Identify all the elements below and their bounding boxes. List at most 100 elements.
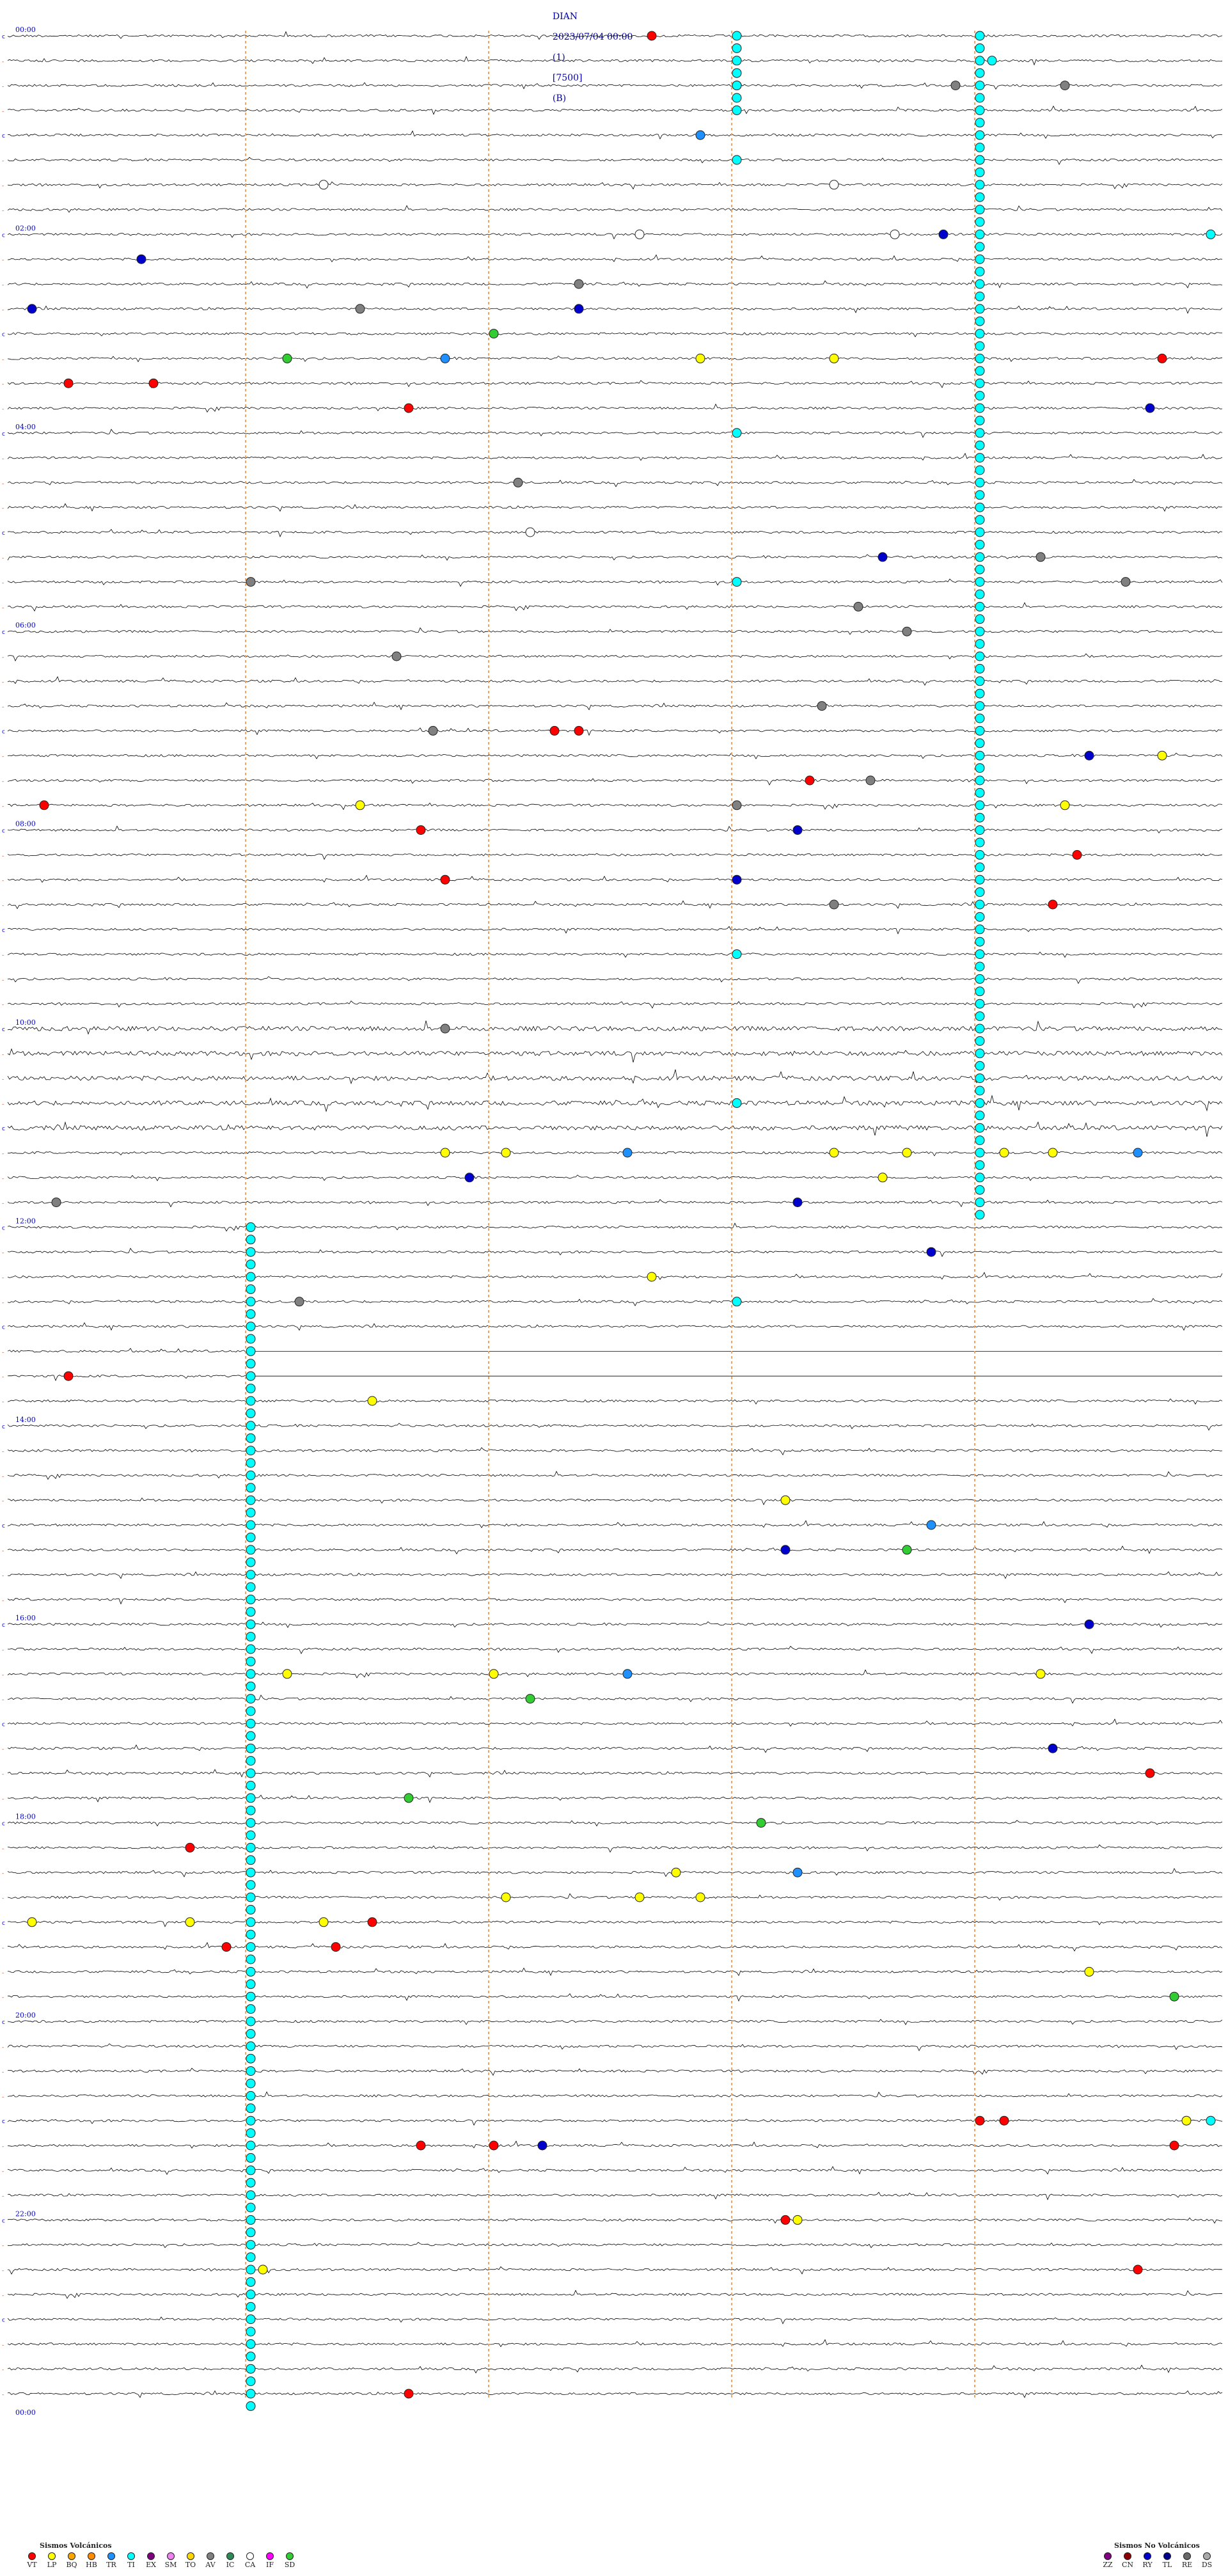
event-marker-ti (732, 577, 742, 587)
event-marker-ti (975, 1123, 985, 1133)
seismic-trace (7, 2119, 1223, 2126)
event-marker-lp (282, 1669, 292, 1679)
event-marker-ti (246, 1818, 256, 1828)
event-marker-ti (246, 2128, 256, 2138)
seismic-trace (7, 976, 1223, 984)
event-marker-av (1060, 81, 1070, 91)
trace-tick: - (2, 1176, 4, 1182)
trace-tick: c (2, 1523, 5, 1529)
event-marker-lp (829, 1148, 839, 1158)
seismic-trace (7, 1423, 1223, 1431)
event-marker-ti (975, 205, 985, 215)
event-marker-vt (574, 725, 584, 736)
event-marker-ti (975, 366, 985, 376)
event-marker-lp (367, 1396, 377, 1406)
event-marker-ca (634, 229, 645, 239)
trace-tick: - (2, 778, 4, 785)
event-marker-lp (647, 1272, 657, 1282)
trace-tick: - (2, 2044, 4, 2051)
seismic-trace (7, 1920, 1223, 1927)
event-marker-ti (246, 1768, 256, 1778)
event-marker-ti (975, 949, 985, 960)
event-marker-ry (574, 304, 584, 314)
event-marker-ry (938, 229, 949, 239)
event-marker-ti (975, 1098, 985, 1108)
seismic-trace (7, 1199, 1223, 1208)
time-markers (245, 31, 975, 2399)
seismic-trace (7, 1348, 1222, 1353)
seismic-trace (7, 205, 1223, 213)
seismic-trace (7, 2192, 1223, 2201)
event-marker-lp (1181, 2115, 1192, 2126)
legend-item-ti: TI (118, 2552, 144, 2569)
event-marker-ti (975, 1036, 985, 1046)
legend-item-sm: SM (158, 2552, 184, 2569)
event-marker-ti (975, 279, 985, 289)
event-marker-ti (975, 68, 985, 78)
legend-code: RY (1142, 2561, 1153, 2569)
legend-nonvolcanic-title: Sismos No Volcánicos (1114, 2541, 1200, 2550)
time-label: 02:00 (15, 224, 36, 232)
event-marker-ti (975, 56, 985, 66)
seismic-trace (7, 1497, 1223, 1506)
legend-code: SM (164, 2561, 177, 2569)
trace-tick: - (2, 2392, 4, 2398)
trace-tick: - (2, 2342, 4, 2348)
event-marker-ti (246, 2252, 256, 2263)
trace-tick: - (2, 2069, 4, 2076)
trace-tick: c (2, 1225, 5, 1231)
helicorder-plot: c - - - c - - - c - - - c - - - c - - - c - - - c - - - c - - - c - - - c - - -… (2, 26, 1223, 2417)
event-marker-ti (975, 403, 985, 413)
seismic-trace (7, 653, 1223, 661)
trace-tick: - (2, 1201, 4, 1207)
event-marker-vt (1048, 899, 1058, 910)
event-marker-ti (246, 1607, 256, 1617)
trace-tick: - (2, 1250, 4, 1256)
event-marker-ti (246, 1297, 256, 1307)
event-marker-ti (732, 81, 742, 91)
event-marker-ti (975, 1073, 985, 1084)
legend-code: TL (1162, 2561, 1172, 2569)
seismic-trace (7, 2217, 1223, 2224)
event-marker-ti (246, 1446, 256, 1456)
time-label: 20:00 (15, 2011, 36, 2019)
event-marker-ti (246, 1570, 256, 1580)
trace-tick: - (2, 59, 4, 65)
legend-code: IC (226, 2561, 235, 2569)
legend-dot (1104, 2552, 1112, 2560)
event-marker-sd (902, 1545, 912, 1555)
trace-tick: - (2, 2243, 4, 2249)
seismic-trace (7, 2019, 1223, 2025)
event-marker-ti (975, 180, 985, 190)
event-marker-lp (440, 1148, 450, 1158)
header-flag: (B) (552, 93, 567, 104)
event-marker-ti (246, 1545, 256, 1555)
trace-tick: - (2, 108, 4, 115)
trace-tick: c (2, 828, 5, 835)
seismic-trace (7, 232, 1223, 240)
event-marker-ti (246, 1644, 256, 1654)
event-marker-av (817, 701, 827, 711)
event-marker-ti (246, 1867, 256, 1877)
seismic-trace (7, 1744, 1223, 1753)
event-marker-av (246, 577, 256, 587)
event-marker-ti (246, 1309, 256, 1319)
legend-code: ZZ (1103, 2561, 1113, 2569)
event-marker-ca (829, 180, 839, 190)
legend-code: TO (185, 2561, 196, 2569)
seismic-trace (7, 900, 1223, 910)
seismic-trace (7, 853, 1223, 860)
event-marker-ti (246, 1532, 256, 1542)
event-marker-ti (975, 1086, 985, 1096)
event-marker-av (829, 899, 839, 910)
event-marker-vt (63, 378, 74, 388)
event-marker-ti (246, 2264, 256, 2275)
legend-item-lp: LP (39, 2552, 65, 2569)
time-label: 22:00 (15, 2209, 36, 2218)
event-marker-ti (732, 93, 742, 103)
event-marker-ti (975, 502, 985, 512)
seismic-trace (7, 106, 1223, 115)
event-marker-ti (246, 1743, 256, 1753)
event-marker-vt (404, 2389, 414, 2399)
event-marker-ca (890, 229, 900, 239)
